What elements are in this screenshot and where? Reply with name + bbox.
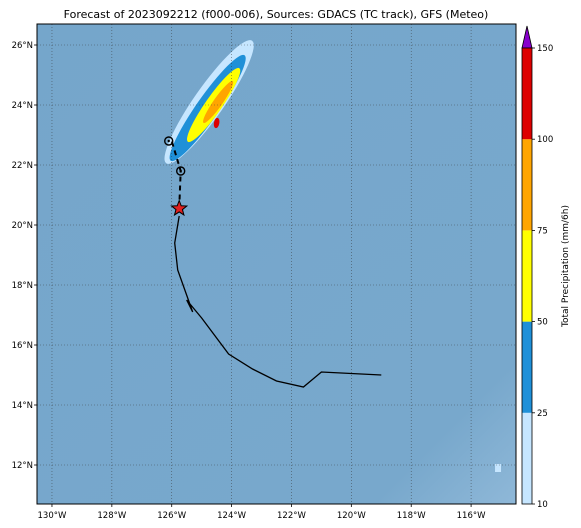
y-tick-label: 18°N [12, 281, 33, 291]
x-tick-label: 120°W [337, 511, 366, 521]
y-tick-label: 14°N [12, 401, 33, 411]
colorbar-tick-label: 10 [537, 500, 548, 510]
x-tick-label: 130°W [38, 511, 67, 521]
precip-band-75 [203, 80, 234, 124]
precip-patch [495, 464, 502, 472]
y-tick-label: 20°N [12, 221, 33, 231]
colorbar-tick-label: 25 [537, 409, 548, 419]
y-tick-label: 22°N [12, 161, 33, 171]
star-icon [170, 199, 189, 217]
map-frame [36, 23, 517, 505]
x-tick-label: 122°W [277, 511, 306, 521]
forecast-position-dot [179, 169, 182, 173]
y-tick-label: 26°N [12, 41, 33, 51]
precip-band-100 [213, 117, 220, 129]
precipitation-layer [164, 40, 502, 472]
colorbar-tick-label: 75 [537, 226, 548, 236]
colorbar-segment [522, 321, 532, 413]
colorbar-segment [522, 139, 532, 231]
map-title: Forecast of 2023092212 (f000-006), Sourc… [64, 8, 489, 21]
colorbar-segment [522, 48, 532, 140]
x-tick-label: 124°W [217, 511, 246, 521]
colorbar-tick-label: 50 [537, 318, 548, 328]
colorbar-tick-label: 100 [537, 135, 553, 145]
y-tick-label: 24°N [12, 101, 33, 111]
graticule [37, 24, 516, 504]
map-area[interactable] [36, 23, 517, 505]
colorbar-frame [521, 47, 533, 505]
storm-track [164, 136, 382, 388]
x-tick-label: 126°W [157, 511, 186, 521]
forecast-position-dot [167, 139, 170, 143]
colorbar-label: Total Precipitation (mm/6h) [561, 205, 571, 328]
past-track-line [174, 215, 382, 388]
y-tick-label: 16°N [12, 341, 33, 351]
forecast-position-icon [164, 136, 174, 146]
colorbar-tick-label: 150 [537, 44, 553, 54]
colorbar: 10 25 50 75 100 150 Total Precipitation (mm/6h… [521, 25, 571, 510]
x-tick-label: 118°W [397, 511, 426, 521]
x-tick-label: 116°W [457, 511, 486, 521]
x-axis-ticks: 130°W 128°W 126°W 124°W 122°W 120°W 118°W 116°W [38, 504, 486, 521]
y-axis-ticks: 12°N 14°N 16°N 18°N 20°N 22°N 24°N 26°N [12, 41, 37, 471]
x-tick-label: 128°W [97, 511, 126, 521]
forecast-position-icon [175, 166, 186, 176]
colorbar-extension [521, 25, 533, 49]
colorbar-segment [522, 412, 532, 504]
ocean-background [37, 24, 516, 504]
y-tick-label: 12°N [12, 461, 33, 471]
colorbar-segment [522, 230, 532, 322]
